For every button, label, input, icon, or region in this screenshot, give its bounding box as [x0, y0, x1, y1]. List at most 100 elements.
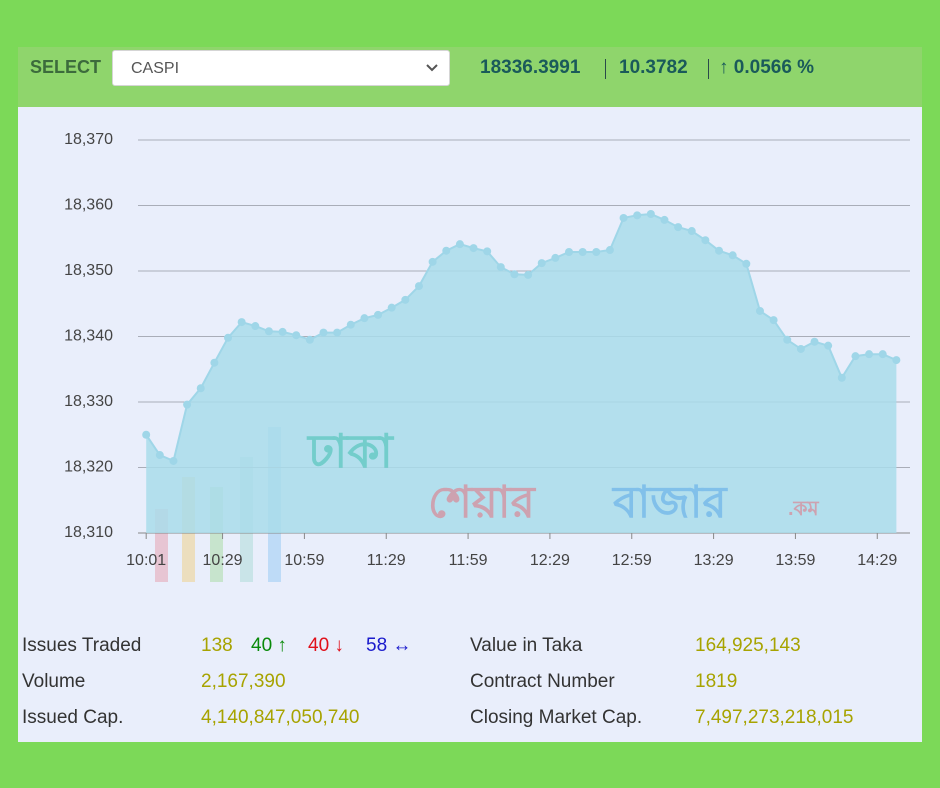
x-tick-label: 10:01 [126, 552, 166, 569]
x-tick-label: 12:29 [530, 552, 570, 569]
panel: 18,310 18,320 18,330 18,340 18,350 18,360 18,3… [18, 47, 922, 742]
x-tick-label: 14:29 [857, 552, 897, 569]
point [292, 331, 301, 340]
stat-value: 164,925,143 [695, 635, 801, 656]
x-tick-label: 10:29 [203, 552, 243, 569]
point [851, 352, 860, 361]
point [824, 341, 833, 350]
stat-value: 2,167,390 [201, 671, 286, 692]
x-tick-label: 11:29 [367, 552, 406, 569]
stat-value: 1819 [695, 671, 738, 692]
x-tick-label: 13:29 [694, 552, 734, 569]
index-change-pct: ↑ 0.0566 % [719, 57, 815, 78]
stat-value: 4,140,847,050,740 [201, 707, 360, 728]
watermark-text: শেয়ার [428, 478, 537, 527]
point [251, 322, 260, 331]
y-tick-label: 18,350 [64, 262, 113, 279]
stat-label: Contract Number [470, 671, 615, 692]
point [783, 335, 792, 344]
chart: 18,310 18,320 18,330 18,340 18,350 18,360 18,3… [64, 131, 910, 582]
x-tick-label: 11:59 [449, 552, 488, 569]
point [892, 356, 901, 365]
y-tick-label: 18,340 [64, 328, 113, 345]
point [305, 335, 314, 344]
stat-label: Volume [22, 671, 86, 692]
point [483, 247, 492, 256]
point [469, 244, 478, 253]
point [605, 246, 614, 255]
x-tick-label: 13:59 [775, 552, 815, 569]
point [401, 295, 410, 304]
y-tick-label: 18,310 [64, 524, 113, 541]
point [660, 215, 669, 224]
index-select[interactable]: CASPI [112, 50, 450, 86]
separator [605, 59, 606, 79]
point [769, 316, 778, 325]
y-tick-label: 18,330 [64, 393, 113, 410]
point [360, 314, 369, 323]
stat-label: Value in Taka [470, 635, 583, 656]
point [715, 246, 724, 255]
watermark-text: ঢাকা [306, 425, 395, 477]
x-tick-label: 10:59 [284, 552, 324, 569]
stat-value: 58 ↔ [366, 635, 412, 656]
point [183, 400, 192, 409]
index-value: 18336.3991 [480, 57, 581, 78]
point [264, 327, 273, 336]
point [155, 451, 164, 460]
watermark-text: .কম [788, 498, 820, 520]
point [387, 303, 396, 312]
point [810, 337, 819, 346]
point [455, 240, 464, 249]
point [674, 223, 683, 232]
point [210, 358, 219, 367]
stat-value: 7,497,273,218,015 [695, 707, 854, 728]
y-tick-label: 18,360 [64, 197, 113, 214]
index-change: 10.3782 [619, 57, 688, 78]
point [224, 333, 233, 342]
point [633, 211, 642, 220]
area [146, 214, 897, 533]
point [374, 310, 383, 319]
point [496, 263, 505, 272]
point [865, 350, 874, 359]
separator [708, 59, 709, 79]
point [346, 320, 355, 329]
point [728, 251, 737, 260]
stat-label: Closing Market Cap. [470, 707, 643, 728]
point [524, 270, 533, 279]
stat-label: Issued Cap. [22, 707, 124, 728]
stat-value: 40 ↑ [251, 635, 287, 656]
chevron [426, 64, 438, 72]
point [687, 227, 696, 236]
point [196, 384, 205, 393]
point [428, 257, 437, 266]
point [619, 213, 628, 222]
watermark-text: বাজার [611, 478, 728, 527]
select-label: SELECT [30, 57, 102, 77]
point [701, 236, 710, 245]
point [510, 270, 519, 279]
point [142, 430, 151, 439]
point [592, 248, 601, 257]
point [537, 259, 546, 268]
point [333, 328, 342, 337]
point [742, 259, 751, 268]
stat-value: 40 ↓ [308, 635, 344, 656]
point [565, 248, 574, 257]
y-tick-label: 18,320 [64, 459, 113, 476]
point [837, 373, 846, 382]
point [442, 246, 451, 255]
x-tick-label: 12:59 [612, 552, 652, 569]
stat-value: 138 [201, 635, 233, 656]
point [646, 210, 655, 219]
point [169, 456, 178, 465]
point [278, 327, 287, 336]
header-bar: SELECT CASPI 18336.3991 10.3782 ↑ 0.0566… [18, 47, 922, 107]
selected-index: CASPI [131, 60, 180, 77]
point [237, 318, 246, 327]
point [878, 350, 887, 359]
stat-label: Issues Traded [22, 635, 142, 656]
point [414, 282, 423, 291]
